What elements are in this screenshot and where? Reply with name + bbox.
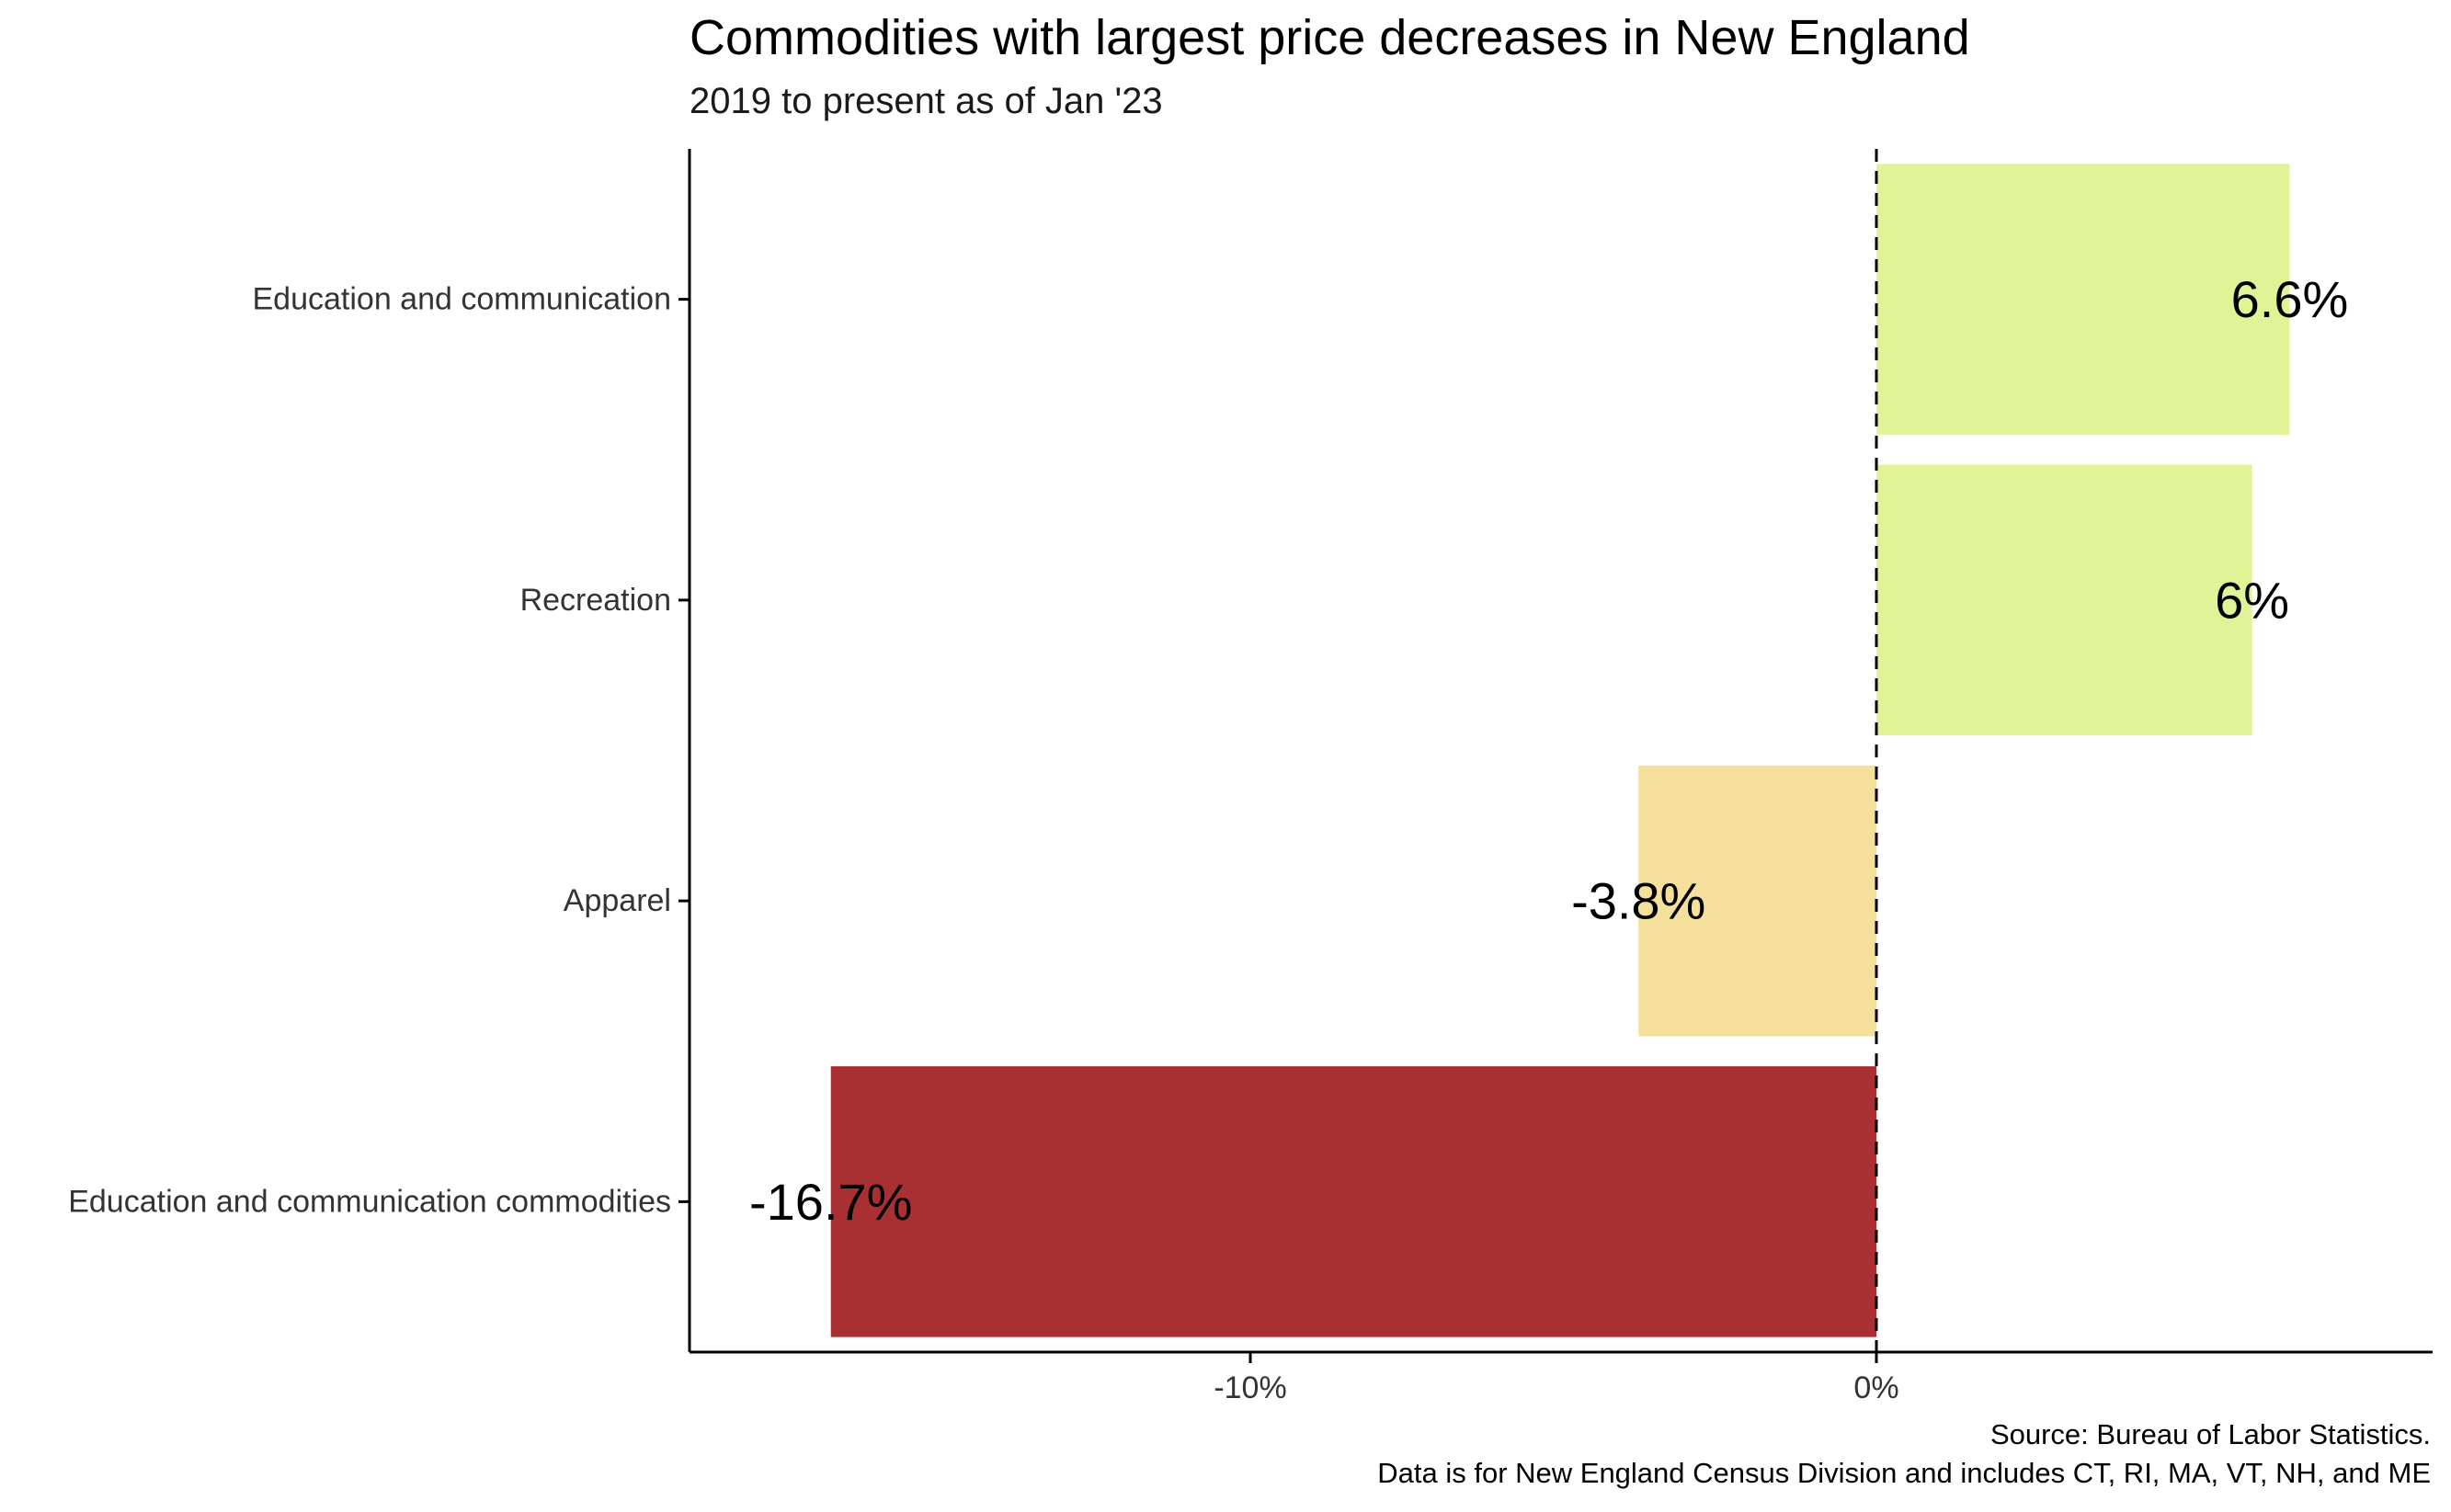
caption-source: Source: Bureau of Labor Statistics. (1989, 1418, 2431, 1450)
bar (1638, 765, 1876, 1037)
data-label: 6% (2215, 571, 2289, 629)
chart-caption: Source: Bureau of Labor Statistics. Data… (1377, 1415, 2431, 1493)
axes-layer (688, 149, 2433, 1354)
y-tick-label: Apparel (564, 883, 671, 918)
chart-title: Commodities with largest price decreases… (690, 10, 1970, 65)
data-labels-layer: 6.6% 6% -3.8% -16.7% (749, 270, 2348, 1231)
chart-subtitle: 2019 to present as of Jan '23 (690, 81, 1163, 121)
x-tick-label: 0% (1853, 1370, 1898, 1405)
bar (830, 1066, 1876, 1337)
bars-layer (830, 164, 2290, 1337)
data-label: 6.6% (2231, 270, 2349, 328)
caption-note: Data is for New England Census Division … (1377, 1457, 2431, 1489)
ticks-layer: Education and communication Recreation App… (68, 282, 1898, 1405)
data-label: -3.8% (1571, 872, 1705, 930)
bar (1876, 464, 2252, 736)
bar (1876, 164, 2290, 435)
y-tick-label: Education and communication commodities (68, 1184, 671, 1219)
y-tick-label: Education and communication (253, 282, 672, 317)
data-label: -16.7% (749, 1173, 912, 1231)
y-tick-label: Recreation (520, 583, 671, 618)
x-tick-label: -10% (1214, 1370, 1286, 1405)
